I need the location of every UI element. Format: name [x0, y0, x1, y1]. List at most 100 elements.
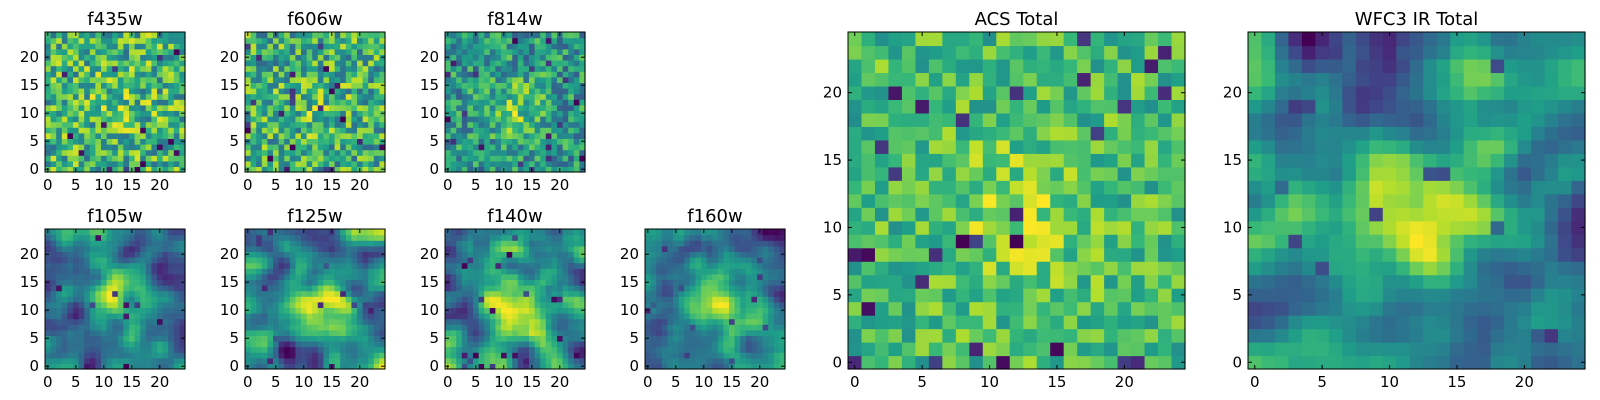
axes-frame [444, 228, 586, 370]
heatmap-cell [95, 71, 102, 78]
heatmap-cell [84, 268, 91, 275]
heatmap-cell [501, 132, 508, 139]
heatmap-cell [573, 307, 580, 314]
heatmap-cell [312, 341, 319, 348]
heatmap-cell [461, 104, 468, 111]
heatmap-cell [551, 99, 558, 106]
heatmap-cell [323, 285, 330, 292]
heatmap-cell [95, 160, 102, 167]
heatmap-cell [673, 301, 680, 308]
heatmap-cell [273, 82, 280, 89]
heatmap-cell [168, 318, 175, 325]
heatmap-cell [545, 240, 552, 247]
heatmap-cell [534, 93, 541, 100]
heatmap-cell [450, 335, 457, 342]
heatmap-cell [134, 54, 141, 61]
heatmap-cell [512, 127, 519, 134]
heatmap-cell [123, 363, 130, 370]
heatmap-cell [568, 273, 575, 280]
heatmap-cell [323, 229, 330, 236]
heatmap-cell [123, 245, 130, 252]
heatmap-cell [568, 104, 575, 111]
heatmap-cell [67, 262, 74, 269]
heatmap-cell [928, 288, 943, 303]
heatmap-cell [573, 138, 580, 145]
heatmap-cell [162, 121, 169, 128]
y-tick-label: 20 [420, 48, 439, 66]
heatmap-cell [245, 301, 252, 308]
heatmap-cell [84, 104, 91, 111]
heatmap-cell [95, 268, 102, 275]
heatmap-cell [545, 60, 552, 67]
heatmap-cell [456, 104, 463, 111]
heatmap-cell [489, 240, 496, 247]
heatmap-cell [301, 251, 308, 258]
heatmap-cell [134, 341, 141, 348]
heatmap-cell [568, 60, 575, 67]
heatmap-cell [768, 273, 775, 280]
heatmap-cell [848, 274, 863, 289]
heatmap-cell [117, 144, 124, 151]
heatmap-cell [473, 301, 480, 308]
heatmap-cell [540, 166, 547, 173]
heatmap-cell [368, 229, 375, 236]
heatmap-cell [78, 285, 85, 292]
heatmap-cell [650, 268, 657, 275]
heatmap-cell [695, 307, 702, 314]
heatmap-cell [123, 262, 130, 269]
heatmap-cell [656, 335, 663, 342]
heatmap-cell [317, 48, 324, 55]
heatmap-cell [861, 288, 876, 303]
heatmap-cell [484, 357, 491, 364]
heatmap-cell [84, 37, 91, 44]
heatmap-cell [484, 346, 491, 353]
heatmap-cell [501, 82, 508, 89]
heatmap-cell [495, 245, 502, 252]
x-tick-label: 15 [122, 176, 141, 194]
heatmap-cell [768, 329, 775, 336]
heatmap-cell [101, 290, 108, 297]
heatmap-cell [1171, 193, 1186, 208]
heatmap-cell [301, 257, 308, 264]
heatmap-cell [245, 160, 252, 167]
heatmap-cell [473, 37, 480, 44]
heatmap-cell [351, 324, 358, 331]
heatmap-cell [568, 138, 575, 145]
heatmap-cell [278, 352, 285, 359]
heatmap-cell [573, 88, 580, 95]
heatmap-cell [323, 104, 330, 111]
heatmap-cell [379, 229, 386, 236]
heatmap-cell [362, 240, 369, 247]
heatmap-cell [540, 273, 547, 280]
heatmap-cell [495, 357, 502, 364]
heatmap-cell [495, 301, 502, 308]
heatmap-cell [312, 268, 319, 275]
heatmap-cell [84, 155, 91, 162]
heatmap-cells [45, 229, 186, 370]
heatmap-cell [267, 60, 274, 67]
heatmap-cell [306, 104, 313, 111]
heatmap-cell [89, 65, 96, 72]
heatmap-cell [151, 60, 158, 67]
heatmap-cell [445, 71, 452, 78]
heatmap-cell [368, 262, 375, 269]
heatmap-cell [461, 160, 468, 167]
heatmap-cell [551, 335, 558, 342]
heatmap-cell [861, 274, 876, 289]
heatmap-cell [312, 296, 319, 303]
heatmap-cell [1090, 328, 1105, 343]
heatmap-cell [157, 357, 164, 364]
heatmap-cell [261, 285, 268, 292]
heatmap-cell [579, 357, 586, 364]
heatmap-cell [450, 127, 457, 134]
heatmap-cell [373, 37, 380, 44]
heatmap-cell [573, 240, 580, 247]
heatmap-cell [534, 104, 541, 111]
heatmap-cell [306, 144, 313, 151]
heatmap-cell [179, 71, 186, 78]
heatmap-cell [140, 127, 147, 134]
heatmap-cell [267, 82, 274, 89]
heatmap-cell [478, 240, 485, 247]
heatmap-cell [278, 245, 285, 252]
heatmap-cell [351, 60, 358, 67]
